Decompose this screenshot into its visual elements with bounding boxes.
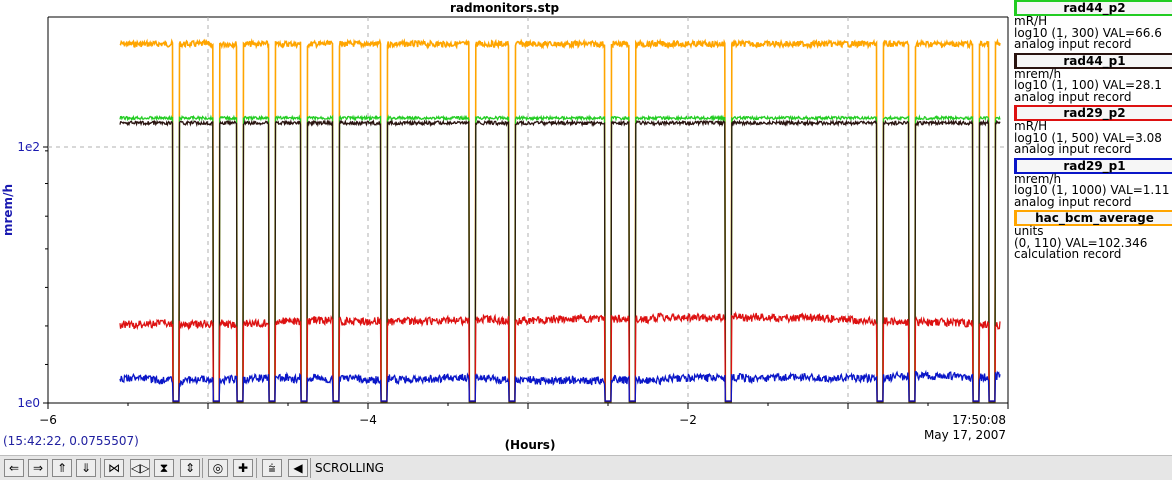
- zoom-out-x-button[interactable]: ◁▷: [130, 459, 150, 477]
- legend-series-name[interactable]: rad44_p2: [1014, 0, 1172, 16]
- legend-type: analog input record: [1014, 194, 1132, 209]
- x-tick-label: −6: [39, 413, 57, 427]
- legend-units: mR/H: [1014, 119, 1048, 133]
- legend-type: analog input record: [1014, 142, 1132, 156]
- toolbar-separator: [256, 458, 257, 478]
- plot-title: radmonitors.stp: [449, 1, 560, 15]
- date-label: May 17, 2007: [923, 428, 1006, 442]
- legend-series-name[interactable]: hac_bcm_average: [1014, 210, 1172, 226]
- legend-units: units: [1014, 224, 1044, 238]
- legend-range: (0, 110) VAL=102.346: [1014, 235, 1148, 250]
- config-button[interactable]: ◎: [208, 459, 228, 477]
- scroll-down-button[interactable]: ⇓: [76, 459, 96, 477]
- legend: rad44_p2 mR/H log10 (1, 300) VAL=66.6 analo…: [1014, 0, 1172, 263]
- legend-series-name[interactable]: rad44_p1: [1014, 52, 1172, 69]
- zoom-out-y-button[interactable]: ⇕: [180, 459, 200, 477]
- legend-series-name[interactable]: rad29_p1: [1014, 157, 1172, 174]
- y-axis-label: mrem/h: [1, 184, 15, 236]
- autoscale-button[interactable]: ⩭: [262, 459, 282, 477]
- legend-range: log10 (1, 500) VAL=3.08: [1014, 130, 1162, 145]
- history-button[interactable]: ◀: [288, 459, 308, 477]
- legend-series-name[interactable]: rad29_p2: [1014, 105, 1172, 121]
- legend-range: log10 (1, 100) VAL=28.1: [1014, 78, 1162, 92]
- zoom-in-x-button[interactable]: ⋈: [104, 459, 124, 477]
- plot-area[interactable]: −6 −4 −2 1e0 1e2 mrem/h: [0, 0, 1010, 455]
- add-button[interactable]: ✚: [233, 459, 253, 477]
- legend-range: log10 (1, 1000) VAL=1.11: [1014, 183, 1170, 197]
- legend-item-rad29_p1[interactable]: rad29_p1 mrem/h log10 (1, 1000) VAL=1.11 an…: [1014, 157, 1172, 209]
- series-line-rad44_p1: [119, 118, 1001, 403]
- y-tick-label: 1e0: [17, 396, 40, 410]
- legend-units: mrem/h: [1014, 66, 1062, 81]
- cursor-coordinate-readout: (15:42:22, 0.0755507): [3, 434, 139, 448]
- toolbar-separator: [100, 458, 101, 478]
- x-tick-label: −2: [679, 413, 697, 427]
- series-line-rad44_p2: [119, 114, 1001, 403]
- scroll-left-button[interactable]: ⇐: [4, 459, 24, 477]
- legend-range: log10 (1, 300) VAL=66.6: [1014, 25, 1162, 40]
- legend-item-rad44_p1[interactable]: rad44_p1 mrem/h log10 (1, 100) VAL=28.1 ana…: [1014, 52, 1172, 104]
- legend-type: analog input record: [1014, 37, 1132, 51]
- legend-item-rad29_p2[interactable]: rad29_p2 mR/H log10 (1, 500) VAL=3.08 analo…: [1014, 105, 1172, 156]
- time-label: 17:50:08: [952, 413, 1006, 427]
- series-line-rad29_p2: [119, 311, 1001, 402]
- toolbar-separator: [202, 458, 203, 478]
- mode-label: SCROLLING: [315, 461, 384, 475]
- x-axis-label: (Hours): [504, 438, 556, 452]
- toolbar: ⇐ ⇒ ⇑ ⇓ ⋈ ◁▷ ⧗ ⇕ ◎ ✚ ⩭ ◀ SCROLLING: [0, 455, 1172, 480]
- x-tick-label: −4: [359, 413, 377, 427]
- time-stamp: 17:50:08 May 17, 2007: [900, 413, 1006, 443]
- legend-item-hac_bcm_average[interactable]: hac_bcm_average units (0, 110) VAL=102.346…: [1014, 210, 1172, 261]
- legend-type: analog input record: [1014, 89, 1132, 104]
- legend-type: calculation record: [1014, 247, 1122, 261]
- series-line-rad29_p1: [119, 369, 1001, 402]
- y-tick-label: 1e2: [17, 140, 40, 154]
- legend-units: mR/H: [1014, 14, 1048, 28]
- legend-units: mrem/h: [1014, 171, 1062, 186]
- scroll-up-button[interactable]: ⇑: [52, 459, 72, 477]
- zoom-in-y-button[interactable]: ⧗: [154, 459, 174, 477]
- scroll-right-button[interactable]: ⇒: [28, 459, 48, 477]
- series-line-hac_bcm_average: [119, 38, 1001, 403]
- legend-item-rad44_p2[interactable]: rad44_p2 mR/H log10 (1, 300) VAL=66.6 analo…: [1014, 0, 1172, 51]
- toolbar-separator: [310, 458, 311, 478]
